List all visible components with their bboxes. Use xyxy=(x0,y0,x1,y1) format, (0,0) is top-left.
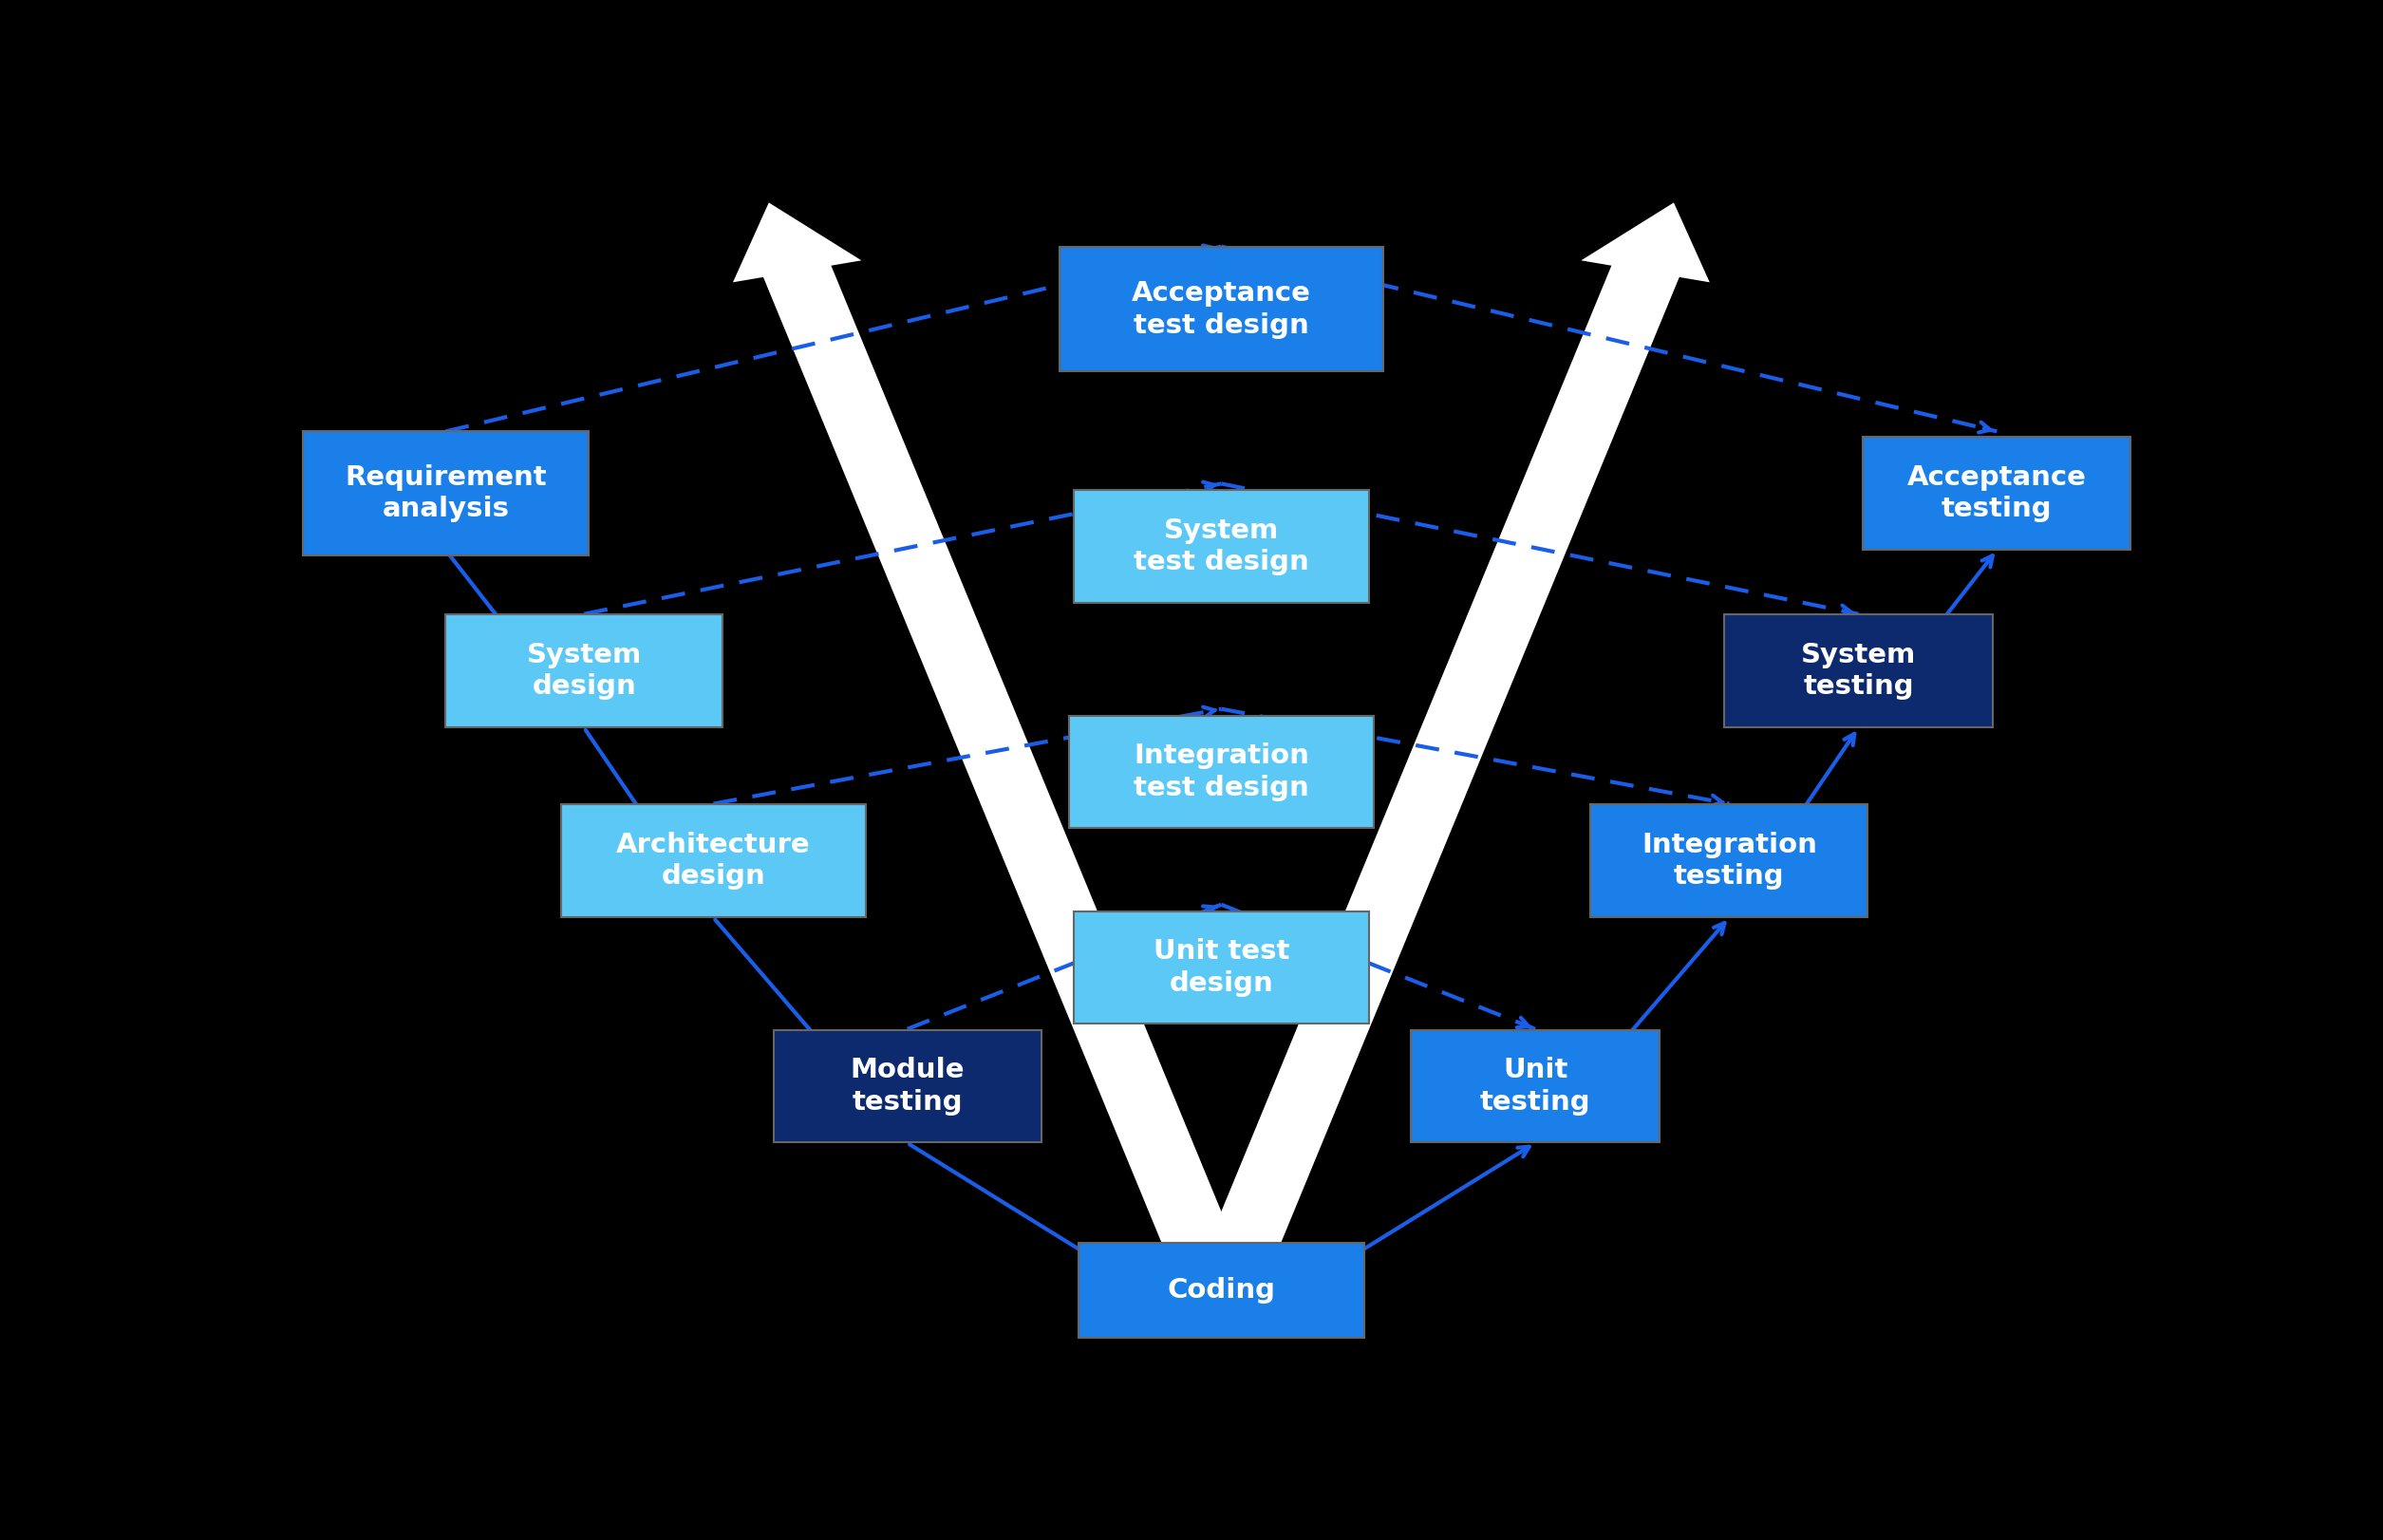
FancyBboxPatch shape xyxy=(1070,716,1373,829)
Polygon shape xyxy=(734,203,1256,1306)
FancyBboxPatch shape xyxy=(1077,1243,1365,1337)
FancyBboxPatch shape xyxy=(1725,614,1992,727)
FancyBboxPatch shape xyxy=(303,431,589,556)
FancyBboxPatch shape xyxy=(560,804,865,916)
Text: Acceptance
test design: Acceptance test design xyxy=(1132,280,1311,339)
FancyBboxPatch shape xyxy=(1060,246,1382,371)
FancyBboxPatch shape xyxy=(1592,804,1868,916)
Polygon shape xyxy=(1187,203,1709,1306)
FancyBboxPatch shape xyxy=(1075,912,1368,1024)
Text: Integration
testing: Integration testing xyxy=(1642,832,1816,890)
Text: System
testing: System testing xyxy=(1802,642,1916,701)
FancyBboxPatch shape xyxy=(1864,437,2130,550)
FancyBboxPatch shape xyxy=(446,614,722,727)
Text: Coding: Coding xyxy=(1168,1277,1275,1303)
FancyBboxPatch shape xyxy=(774,1030,1041,1143)
Text: Acceptance
testing: Acceptance testing xyxy=(1906,464,2088,522)
Text: Requirement
analysis: Requirement analysis xyxy=(346,464,546,522)
Text: Architecture
design: Architecture design xyxy=(617,832,810,890)
FancyBboxPatch shape xyxy=(1075,490,1368,602)
FancyBboxPatch shape xyxy=(1411,1030,1661,1143)
Text: Integration
test design: Integration test design xyxy=(1134,742,1308,801)
Text: System
design: System design xyxy=(527,642,641,701)
Text: Unit
testing: Unit testing xyxy=(1480,1056,1589,1115)
Text: System
test design: System test design xyxy=(1134,517,1308,576)
Text: Unit test
design: Unit test design xyxy=(1153,938,1289,996)
Text: Module
testing: Module testing xyxy=(851,1056,965,1115)
